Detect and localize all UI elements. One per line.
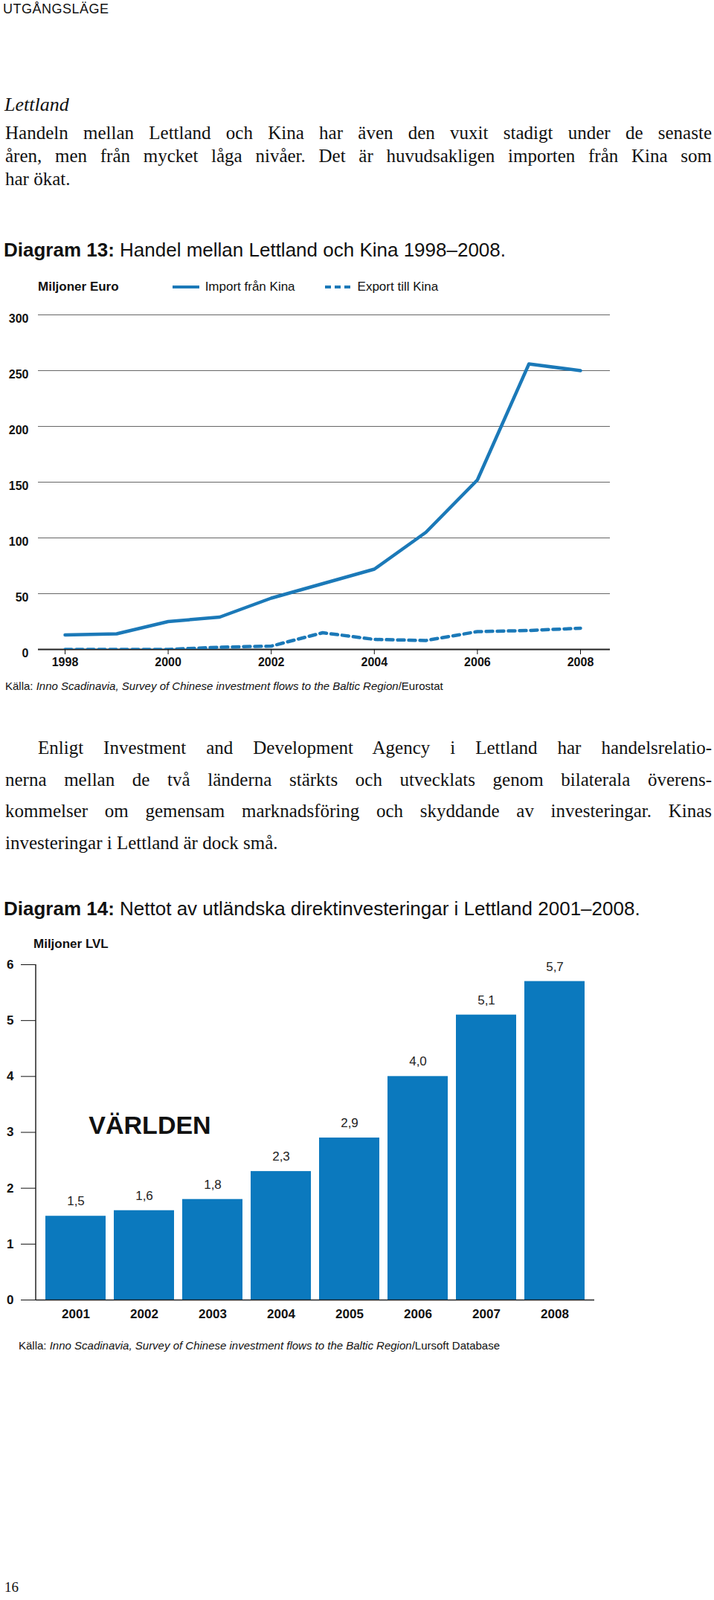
svg-text:6: 6 xyxy=(6,957,14,973)
svg-text:1,8: 1,8 xyxy=(203,1178,222,1193)
svg-text:1,6: 1,6 xyxy=(135,1189,154,1204)
svg-text:2007: 2007 xyxy=(472,1307,501,1322)
svg-text:2001: 2001 xyxy=(61,1307,90,1322)
html-text:kommelser om gemensam marknads: kommelser om gemensam marknadsföring och… xyxy=(5,801,712,822)
svg-text:2002: 2002 xyxy=(130,1307,159,1322)
html-text:Enligt Investment and Developm: Enligt Investment and Development Agency… xyxy=(37,737,712,758)
svg-text:1,5: 1,5 xyxy=(66,1194,85,1209)
html-text:Handeln mellan Lettland och Ki: Handeln mellan Lettland och Kina har äve… xyxy=(5,122,712,143)
svg-text:200: 200 xyxy=(8,423,30,437)
svg-text:300: 300 xyxy=(8,312,30,326)
svg-text:2005: 2005 xyxy=(335,1307,364,1322)
html-text:nerna mellan de två länderna s: nerna mellan de två länderna stärkts och… xyxy=(5,769,712,790)
html-text:16: 16 xyxy=(4,1579,19,1596)
html-text:Miljoner LVL: Miljoner LVL xyxy=(33,937,109,952)
html-text:investeringar i Lettland är do: investeringar i Lettland är dock små. xyxy=(5,832,278,853)
html-text:Export till Kina: Export till Kina xyxy=(357,279,439,294)
svg-text:100: 100 xyxy=(8,535,30,549)
svg-text:5,1: 5,1 xyxy=(477,993,496,1008)
svg-text:2003: 2003 xyxy=(198,1307,227,1322)
html-text:Diagram 14: Nettot av utländsk: Diagram 14: Nettot av utländska direktin… xyxy=(3,897,641,921)
svg-text:5,7: 5,7 xyxy=(545,959,564,974)
svg-text:4,0: 4,0 xyxy=(409,1054,427,1069)
svg-text:2004: 2004 xyxy=(267,1307,296,1322)
svg-text:5: 5 xyxy=(6,1013,14,1028)
svg-text:3: 3 xyxy=(6,1125,14,1140)
html-text:Lettland: Lettland xyxy=(4,93,69,116)
svg-text:1: 1 xyxy=(6,1237,14,1252)
svg-text:2004: 2004 xyxy=(361,655,389,669)
html-text:Import från Kina: Import från Kina xyxy=(204,279,295,294)
svg-text:2006: 2006 xyxy=(403,1307,433,1322)
html-text:Källa: Inno Scadinavia, Survey: Källa: Inno Scadinavia, Survey of Chines… xyxy=(18,1339,500,1353)
svg-text:50: 50 xyxy=(15,591,30,604)
html-text:Källa: Inno Scadinavia, Survey: Källa: Inno Scadinavia, Survey of Chines… xyxy=(5,679,444,693)
svg-text:2006: 2006 xyxy=(464,655,491,669)
html-text:UTGÅNGSLÄGE: UTGÅNGSLÄGE xyxy=(2,1,109,17)
svg-text:150: 150 xyxy=(8,479,30,493)
html-text:Miljoner Euro: Miljoner Euro xyxy=(37,279,119,294)
svg-text:2,9: 2,9 xyxy=(340,1116,359,1131)
svg-text:2,3: 2,3 xyxy=(272,1149,291,1164)
svg-text:1998: 1998 xyxy=(52,655,79,669)
svg-text:2000: 2000 xyxy=(154,655,182,669)
html-text:åren, men från mycket låga niv: åren, men från mycket låga nivåer. Det ä… xyxy=(5,145,712,166)
svg-text:4: 4 xyxy=(6,1069,15,1084)
svg-text:2002: 2002 xyxy=(258,655,285,669)
svg-text:0: 0 xyxy=(6,1293,14,1308)
svg-text:2: 2 xyxy=(6,1181,14,1196)
svg-text:VÄRLDEN: VÄRLDEN xyxy=(88,1111,211,1140)
svg-text:2008: 2008 xyxy=(567,655,595,669)
html-text:Diagram 13: Handel mellan Lett: Diagram 13: Handel mellan Lettland och K… xyxy=(3,238,506,262)
html-text:har ökat.: har ökat. xyxy=(5,168,71,189)
svg-text:250: 250 xyxy=(8,368,30,381)
svg-text:0: 0 xyxy=(22,647,30,660)
svg-text:2008: 2008 xyxy=(540,1307,569,1322)
